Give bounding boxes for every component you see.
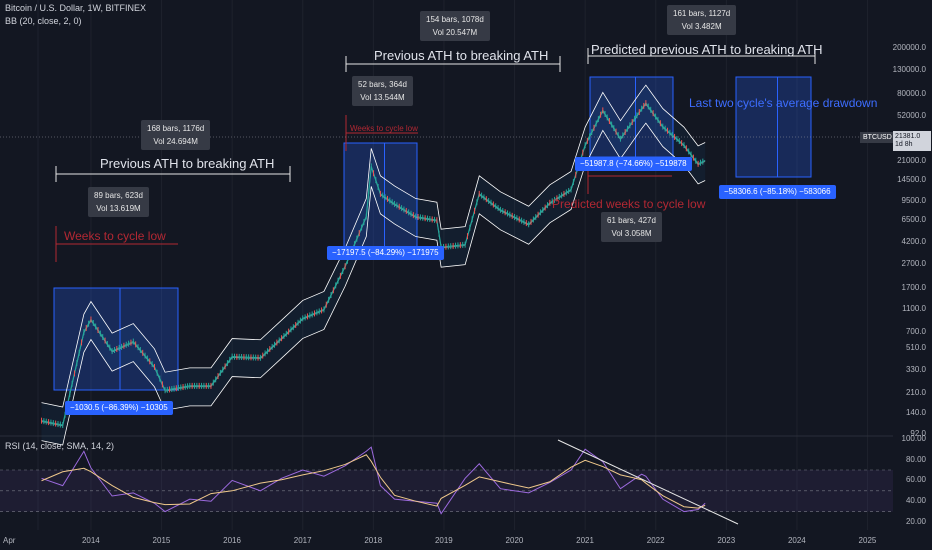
time-tick-label: 2016	[223, 536, 241, 545]
time-tick-label: 2021	[576, 536, 594, 545]
drawdown-box	[343, 142, 418, 252]
bb-fill	[41, 85, 706, 446]
price-tick-label: 200000.0	[892, 43, 926, 53]
measure-tag-6: 61 bars, 427d Vol 3.058M	[601, 212, 662, 242]
price-tick-label: 700.0	[905, 327, 926, 337]
weeks-label-2: Weeks to cycle low	[350, 124, 418, 133]
rsi-tick-label: 60.00	[905, 475, 926, 485]
price-tick-label: 21000.0	[897, 156, 926, 166]
time-tick-label: 2022	[646, 536, 665, 545]
rsi-ma-line	[41, 454, 706, 509]
rsi-tick-label: 40.00	[905, 496, 926, 506]
ath-label-1: Previous ATH to breaking ATH	[100, 156, 275, 171]
weeks-label-1: Weeks to cycle low	[64, 229, 166, 243]
time-tick-label: 2018	[364, 536, 383, 545]
drawdown-label-3: −51987.8 (−74.66%) −519878	[575, 157, 692, 171]
price-tick-label: 140.0	[905, 407, 926, 417]
price-tick-label: 6500.0	[901, 215, 926, 225]
drawdown-label-1: −1030.5 (−86.39%) −10305	[65, 401, 173, 415]
price-tick-label: 1700.0	[901, 282, 926, 292]
price-tick-label: 510.0	[905, 343, 926, 353]
time-tick-label: 2023	[717, 536, 736, 545]
price-tick-label: 130000.0	[892, 64, 926, 74]
measure-tag-1: 89 bars, 623d Vol 13.619M	[88, 187, 149, 217]
drawdown-box	[735, 76, 812, 178]
time-tick-label: 2025	[858, 536, 877, 545]
time-tick-label: Apr	[3, 536, 16, 545]
annotation-lines	[0, 48, 893, 262]
rsi-pane	[0, 439, 893, 525]
price-tick-label: 80000.0	[897, 89, 926, 99]
rsi-tick-label: 100.00	[901, 433, 926, 443]
rsi-line	[41, 446, 706, 515]
time-tick-label: 2017	[293, 536, 312, 545]
price-tick-label: 330.0	[905, 364, 926, 374]
time-tick-label: 2015	[152, 536, 171, 545]
last-price-badge: 21381.0 1d 8h	[893, 131, 931, 151]
rsi-tick-label: 20.00	[905, 517, 926, 526]
drawdown-label-2: −17197.5 (−84.29%) −171975	[327, 246, 444, 260]
price-tick-label: 52000.0	[897, 110, 926, 120]
rsi-tick-label: 80.00	[905, 454, 926, 464]
bb-lower	[41, 122, 706, 446]
bb-upper	[41, 84, 706, 408]
weeks-label-3: Predicted weeks to cycle low	[552, 197, 706, 211]
measure-tag-4: 154 bars, 1078d Vol 20.547M	[420, 11, 490, 41]
price-tick-label: 210.0	[905, 387, 926, 397]
bb-indicator-label: BB (20, close, 2, 0)	[5, 16, 82, 26]
price-tick-label: 9500.0	[901, 196, 926, 206]
measure-tag-5: 161 bars, 1127d Vol 3.482M	[667, 5, 737, 35]
price-tick-label: 1100.0	[902, 304, 926, 314]
price-tick-label: 92.0	[910, 429, 926, 438]
rsi-trendline	[557, 439, 739, 525]
price-tick-label: 4200.0	[901, 237, 926, 247]
rsi-indicator-label: RSI (14, close, SMA, 14, 2)	[5, 441, 115, 451]
ticker-badge: BTCUSD	[860, 132, 895, 143]
ath-label-3: Predicted previous ATH to breaking ATH	[591, 42, 823, 57]
measure-tag-3: 52 bars, 364d Vol 13.544M	[352, 76, 413, 106]
average-drawdown-label: Last two cycle's average drawdown	[689, 96, 878, 110]
price-tick-label: 14500.0	[897, 174, 926, 184]
price-tick-label: 2700.0	[901, 259, 926, 269]
ath-label-2: Previous ATH to breaking ATH	[374, 48, 549, 63]
price-series	[41, 100, 706, 429]
drawdown-label-4: −58306.6 (−85.18%) −583066	[719, 185, 836, 199]
time-tick-label: 2024	[787, 536, 806, 545]
time-tick-label: 2014	[81, 536, 100, 545]
time-tick-label: 2019	[434, 536, 453, 545]
time-tick-label: 2020	[505, 536, 524, 545]
symbol-title: Bitcoin / U.S. Dollar, 1W, BITFINEX	[5, 3, 147, 13]
measure-tag-2: 168 bars, 1176d Vol 24.694M	[141, 120, 211, 150]
